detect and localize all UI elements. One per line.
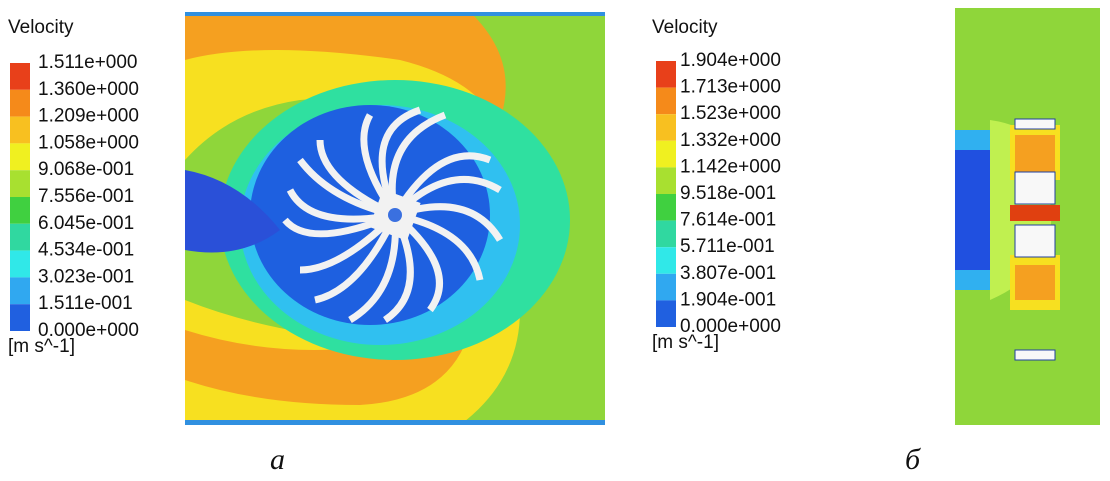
legend-label: 3.807e-001 bbox=[680, 263, 776, 284]
legend-swatch bbox=[656, 141, 676, 168]
legend-swatch bbox=[10, 63, 30, 90]
legend-swatch bbox=[656, 61, 676, 88]
legend-swatch bbox=[10, 143, 30, 170]
legend-title: Velocity bbox=[8, 17, 74, 38]
legend-unit: [m s^-1] bbox=[8, 336, 75, 357]
legend-swatch bbox=[656, 167, 676, 194]
legend-swatch bbox=[656, 274, 676, 301]
legend-swatch bbox=[10, 197, 30, 224]
legend-label: 1.713e+000 bbox=[680, 77, 781, 98]
legend-title: Velocity bbox=[652, 17, 718, 38]
legend-label: 9.068e-001 bbox=[38, 159, 134, 180]
legend-swatch bbox=[10, 90, 30, 117]
legend-label: 3.023e-001 bbox=[38, 266, 134, 287]
legend-label: 1.511e-001 bbox=[38, 293, 133, 314]
legend-swatch bbox=[656, 88, 676, 115]
contour-image-b bbox=[955, 8, 1100, 425]
legend-swatch bbox=[10, 170, 30, 197]
legend-label: 1.332e+000 bbox=[680, 130, 781, 151]
legend-swatch bbox=[10, 277, 30, 304]
legend-swatch bbox=[10, 224, 30, 251]
legend-label: 1.142e+000 bbox=[680, 156, 781, 177]
contour-image-a bbox=[185, 12, 605, 425]
legend-swatch bbox=[10, 304, 30, 331]
figure: Velocity 1.511e+000 1.360e+000 1.209e+000 1.… bbox=[0, 0, 1110, 481]
legend-unit: [m s^-1] bbox=[652, 332, 719, 353]
legend-label: 7.556e-001 bbox=[38, 186, 134, 207]
legend-label: 1.904e-001 bbox=[680, 289, 776, 310]
panel-caption: а bbox=[270, 443, 285, 476]
legend-label: 1.058e+000 bbox=[38, 132, 139, 153]
legend-swatch bbox=[656, 221, 676, 248]
legend-swatch bbox=[10, 117, 30, 144]
legend-label: 6.045e-001 bbox=[38, 213, 134, 234]
legend-swatch bbox=[656, 194, 676, 221]
legend-label: 1.904e+000 bbox=[680, 50, 781, 71]
legend-label: 1.360e+000 bbox=[38, 79, 139, 100]
legend-swatch bbox=[656, 114, 676, 141]
legend-label: 1.511e+000 bbox=[38, 52, 138, 73]
legend-label: 1.523e+000 bbox=[680, 103, 781, 124]
legend-label: 7.614e-001 bbox=[680, 210, 776, 231]
legend-label: 1.209e+000 bbox=[38, 106, 139, 127]
legend-swatch bbox=[656, 247, 676, 274]
legend-label: 5.711e-001 bbox=[680, 236, 775, 257]
panel-caption: б bbox=[905, 443, 921, 476]
legend-swatch bbox=[10, 251, 30, 278]
legend-label: 4.534e-001 bbox=[38, 240, 134, 261]
legend-swatch bbox=[656, 300, 676, 327]
legend-label: 9.518e-001 bbox=[680, 183, 776, 204]
